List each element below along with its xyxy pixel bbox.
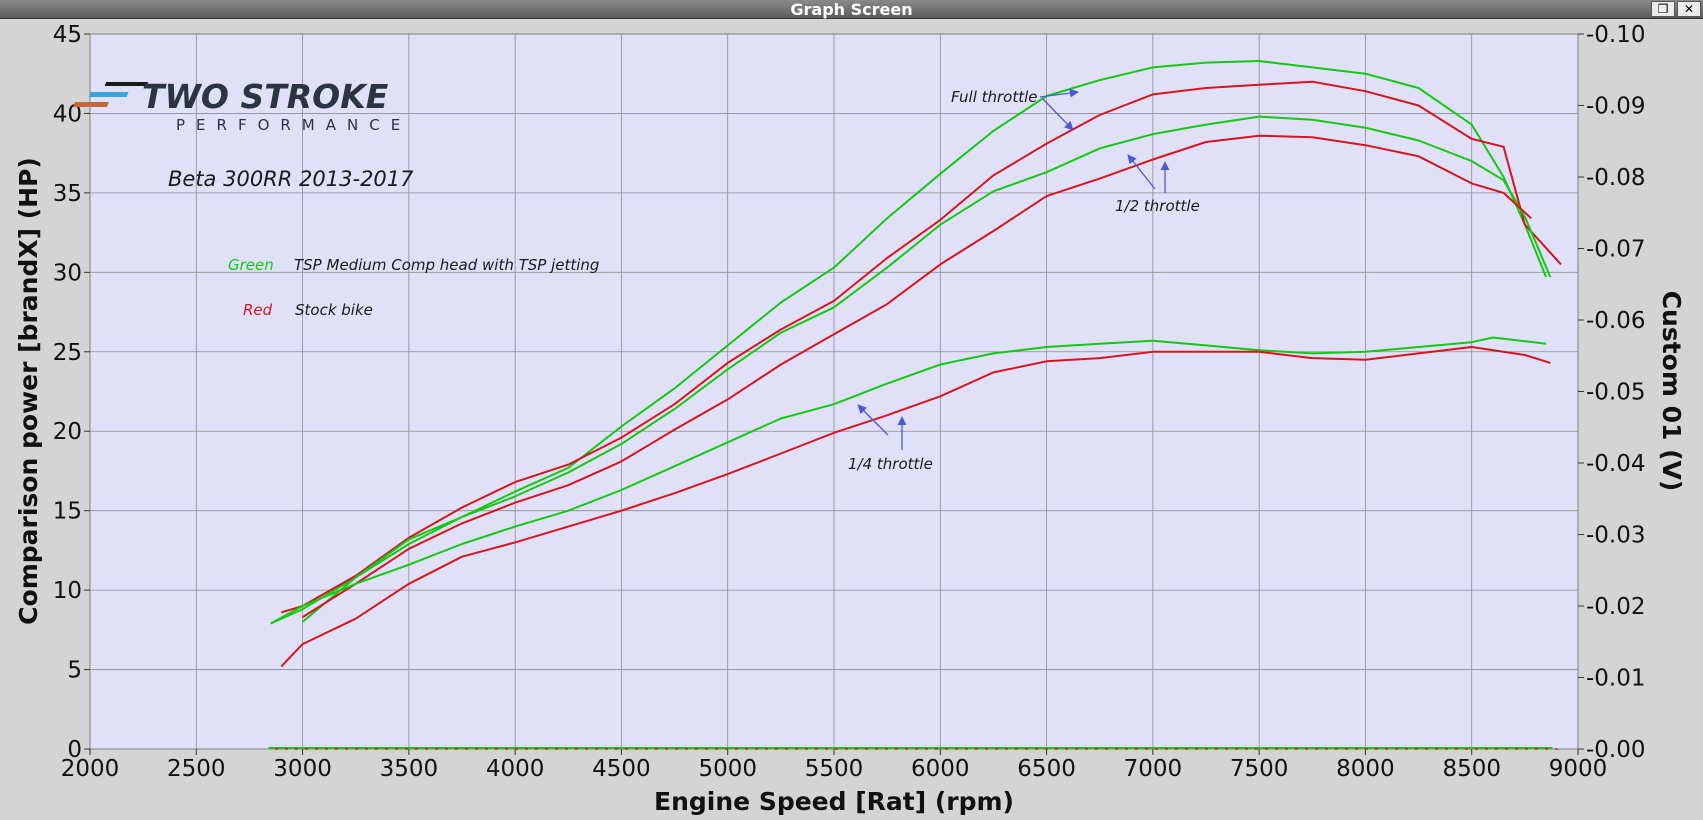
legend-key-green: Green (228, 256, 274, 274)
restore-button[interactable]: ❐ (1651, 1, 1675, 17)
y2-tick-label: -0.05 (1586, 380, 1646, 406)
y2-tick-label: -0.08 (1586, 165, 1646, 191)
y2-axis-label: Custom 01 (V) (1657, 291, 1686, 492)
series-group (268, 60, 1562, 750)
y-tick-label: 25 (53, 340, 82, 366)
logo-main-text: TWO STROKE (142, 77, 389, 116)
annotation-quarter-throttle: 1/4 throttle (848, 455, 933, 473)
x-tick-label: 3500 (380, 756, 439, 782)
y2-tick-label: -0.07 (1586, 237, 1646, 263)
series-line-green-2 (301, 115, 1552, 623)
chart-subtitle: Beta 300RR 2013-2017 (168, 167, 414, 191)
x-tick-label: 4500 (592, 756, 651, 782)
y2-tick-label: -0.04 (1586, 451, 1646, 477)
y-tick-label: 20 (53, 419, 82, 445)
y2-tick-label: -0.06 (1586, 308, 1646, 334)
x-tick-label: 2000 (61, 756, 120, 782)
x-axis-label: Engine Speed [Rat] (rpm) (654, 787, 1014, 816)
close-button[interactable]: ✕ (1677, 1, 1701, 17)
arrow-half-green (1127, 154, 1156, 190)
series-line-green-4 (270, 336, 1547, 625)
annotation-half-throttle: 1/2 throttle (1115, 197, 1200, 215)
x-tick-label: 8000 (1336, 756, 1395, 782)
arrow-full-red (1042, 98, 1074, 131)
x-tick-label: 5000 (698, 756, 757, 782)
y2-tick-label: -0.09 (1586, 94, 1646, 120)
x-tick-label: 6500 (1017, 756, 1076, 782)
arrow-quarter-green (857, 404, 889, 436)
y-tick-label: 35 (53, 181, 82, 207)
y-tick-label: 0 (67, 737, 82, 763)
y2-tick-label: -0.02 (1586, 594, 1646, 620)
x-tick-label: 8500 (1442, 756, 1501, 782)
y-tick-label: 30 (53, 260, 82, 286)
legend-text-red: Stock bike (295, 301, 373, 319)
x-tick-label: 2500 (167, 756, 226, 782)
legend-key-red: Red (243, 301, 273, 319)
legend-text-green: TSP Medium Comp head with TSP jetting (294, 256, 599, 274)
logo: TWO STROKE PERFORMANCE (73, 77, 411, 134)
series-line-green-0 (270, 60, 1548, 625)
y-tick-label: 10 (53, 578, 82, 604)
axes: 2000 2500 3000 3500 4000 4500 5000 5500 6000 6500… (53, 22, 1646, 782)
y-tick-label: 5 (67, 658, 82, 684)
series-line-red-3 (302, 134, 1532, 618)
y2-tick-label: -0.01 (1586, 666, 1646, 692)
x-tick-label: 7000 (1124, 756, 1183, 782)
y-axis-label: Comparison power [brandX] (HP) (14, 157, 43, 625)
x-tick-label: 9000 (1549, 756, 1608, 782)
window-titlebar: Graph Screen ❐ ✕ (0, 0, 1703, 19)
y2-tick-label: -0.00 (1586, 737, 1646, 763)
window-title: Graph Screen (790, 0, 913, 19)
series-line-red-5 (280, 346, 1551, 668)
y-tick-label: 45 (53, 22, 82, 48)
logo-sub-text: PERFORMANCE (176, 116, 411, 134)
grid (89, 33, 1579, 750)
x-tick-label: 6000 (911, 756, 970, 782)
annotation-full-throttle: Full throttle (951, 88, 1038, 106)
y2-tick-label: -0.10 (1586, 22, 1646, 48)
dyno-chart: 2000 2500 3000 3500 4000 4500 5000 5500 6000 6500… (14, 22, 1686, 816)
legend: Green TSP Medium Comp head with TSP jett… (228, 256, 599, 319)
x-tick-label: 7500 (1230, 756, 1289, 782)
y2-tick-label: -0.03 (1586, 523, 1646, 549)
x-tick-label: 4000 (486, 756, 545, 782)
series-line-red-1 (281, 80, 1562, 614)
y-tick-label: 15 (53, 499, 82, 525)
x-tick-label: 5500 (805, 756, 864, 782)
arrow-full-green (1039, 88, 1079, 98)
x-tick-label: 3000 (273, 756, 332, 782)
annotations: Full throttle 1/2 throttle 1/4 throttle (848, 88, 1200, 473)
